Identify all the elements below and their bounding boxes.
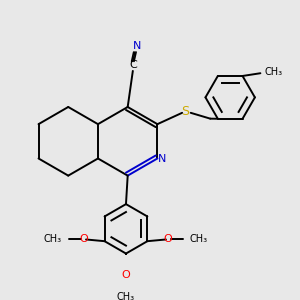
Text: O: O — [80, 235, 88, 244]
Text: C: C — [129, 60, 137, 70]
Text: N: N — [158, 154, 166, 164]
Text: CH₃: CH₃ — [265, 67, 283, 77]
Text: O: O — [164, 235, 172, 244]
Text: N: N — [132, 41, 141, 51]
Text: S: S — [182, 105, 190, 118]
Text: CH₃: CH₃ — [190, 235, 208, 244]
Text: CH₃: CH₃ — [117, 292, 135, 300]
Text: CH₃: CH₃ — [44, 235, 62, 244]
Text: O: O — [122, 270, 130, 280]
